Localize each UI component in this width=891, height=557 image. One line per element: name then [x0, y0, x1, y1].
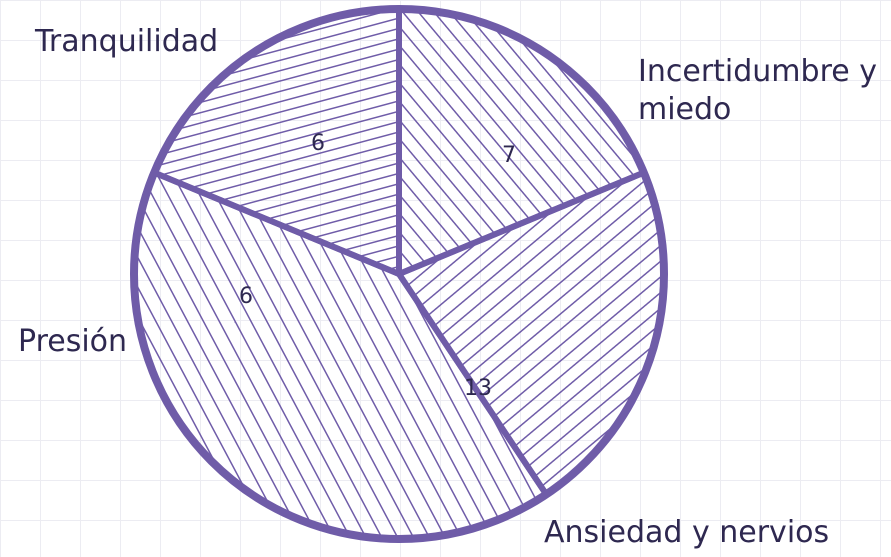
category-label-presion: Presión	[18, 324, 127, 359]
slice-value-tranquilidad: 6	[311, 131, 325, 156]
category-label-incertidumbre: Incertidumbre y miedo	[638, 54, 887, 127]
pie-slices	[131, 6, 667, 542]
pie-outline	[130, 5, 668, 543]
slice-value-incertidumbre: 7	[502, 143, 516, 168]
slice-value-presion: 6	[239, 284, 253, 309]
category-label-tranquilidad: Tranquilidad	[34, 24, 218, 59]
slice-value-ansiedad: 13	[464, 376, 492, 401]
category-label-ansiedad: Ansiedad y nervios	[544, 515, 829, 550]
